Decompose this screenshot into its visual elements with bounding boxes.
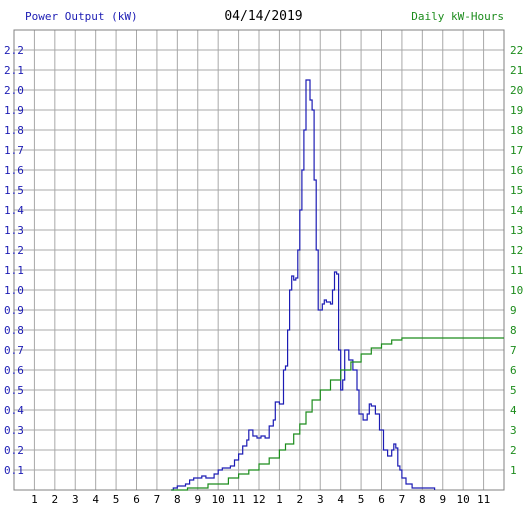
- x-tick-label: 4: [337, 493, 344, 506]
- chart-title: 04/14/2019: [224, 9, 303, 24]
- left-tick-label: 0.9: [4, 304, 24, 317]
- right-tick-label: 6: [510, 364, 517, 377]
- left-tick-label: 0.2: [4, 444, 24, 457]
- x-tick-label: 6: [133, 493, 140, 506]
- left-tick-label: 2.1: [4, 64, 24, 77]
- power-output-line: [171, 79, 436, 491]
- x-tick-label: 11: [232, 493, 245, 506]
- plot-border: [13, 29, 505, 491]
- x-tick-label: 10: [212, 493, 225, 506]
- left-tick-label: 1.2: [4, 244, 24, 257]
- right-tick-label: 15: [510, 184, 523, 197]
- right-tick-label: 14: [510, 204, 524, 217]
- left-tick-label: 1.8: [4, 124, 24, 137]
- x-tick-label: 5: [358, 493, 365, 506]
- left-tick-label: 0.5: [4, 384, 24, 397]
- right-tick-label: 5: [510, 384, 517, 397]
- x-axis-ticks: 1 2 3 4 5 6 7 8 9 10 11 12 1 2 3 4 5 6 7 8 9 10 11: [31, 493, 490, 506]
- series-layer: [171, 79, 504, 491]
- daily-kwh-line: [171, 337, 504, 491]
- left-tick-label: 1.5: [4, 184, 24, 197]
- x-tick-label: 10: [457, 493, 470, 506]
- left-tick-label: 0.1: [4, 464, 24, 477]
- right-tick-label: 7: [510, 344, 517, 357]
- right-tick-label: 16: [510, 164, 523, 177]
- x-tick-label: 7: [154, 493, 161, 506]
- right-tick-label: 9: [510, 304, 517, 317]
- right-tick-label: 10: [510, 284, 523, 297]
- left-tick-label: 0.3: [4, 424, 24, 437]
- x-tick-label: 4: [92, 493, 99, 506]
- grid-lines: [13, 29, 505, 491]
- right-tick-label: 3: [510, 424, 517, 437]
- left-tick-label: 1.0: [4, 284, 24, 297]
- right-tick-label: 8: [510, 324, 517, 337]
- x-tick-label: 9: [194, 493, 201, 506]
- left-tick-label: 2.2: [4, 44, 24, 57]
- x-tick-label: 3: [317, 493, 324, 506]
- left-tick-label: 2.0: [4, 84, 24, 97]
- x-tick-label: 12: [252, 493, 265, 506]
- left-tick-label: 0.6: [4, 364, 24, 377]
- x-tick-label: 8: [174, 493, 181, 506]
- x-tick-label: 6: [378, 493, 385, 506]
- right-axis-title: Daily kW-Hours: [411, 10, 504, 23]
- left-axis-ticks: 0.1 0.2 0.3 0.4 0.5 0.6 0.7 0.8 0.9 1.0 1.1 1.2 1.3 1…: [4, 44, 24, 477]
- right-tick-label: 1: [510, 464, 517, 477]
- right-tick-label: 4: [510, 404, 517, 417]
- x-tick-label: 1: [276, 493, 283, 506]
- right-tick-label: 17: [510, 144, 523, 157]
- left-tick-label: 1.9: [4, 104, 24, 117]
- right-tick-label: 13: [510, 224, 523, 237]
- right-tick-label: 2: [510, 444, 517, 457]
- left-axis-title: Power Output (kW): [25, 10, 138, 23]
- x-tick-label: 1: [31, 493, 38, 506]
- right-tick-label: 12: [510, 244, 523, 257]
- left-tick-label: 0.8: [4, 324, 24, 337]
- right-tick-label: 18: [510, 124, 523, 137]
- right-tick-label: 19: [510, 104, 523, 117]
- left-tick-label: 1.4: [4, 204, 24, 217]
- left-tick-label: 1.1: [4, 264, 24, 277]
- left-tick-label: 1.3: [4, 224, 24, 237]
- x-tick-label: 2: [52, 493, 59, 506]
- x-tick-label: 9: [439, 493, 446, 506]
- right-tick-label: 20: [510, 84, 523, 97]
- left-tick-label: 1.6: [4, 164, 24, 177]
- left-tick-label: 1.7: [4, 144, 24, 157]
- x-tick-label: 8: [419, 493, 426, 506]
- right-tick-label: 22: [510, 44, 523, 57]
- x-tick-label: 7: [399, 493, 406, 506]
- x-tick-label: 3: [72, 493, 79, 506]
- left-tick-label: 0.7: [4, 344, 24, 357]
- left-tick-label: 0.4: [4, 404, 24, 417]
- x-tick-label: 2: [297, 493, 304, 506]
- right-tick-label: 11: [510, 264, 523, 277]
- x-tick-label: 11: [477, 493, 490, 506]
- right-tick-label: 21: [510, 64, 523, 77]
- x-tick-label: 5: [113, 493, 120, 506]
